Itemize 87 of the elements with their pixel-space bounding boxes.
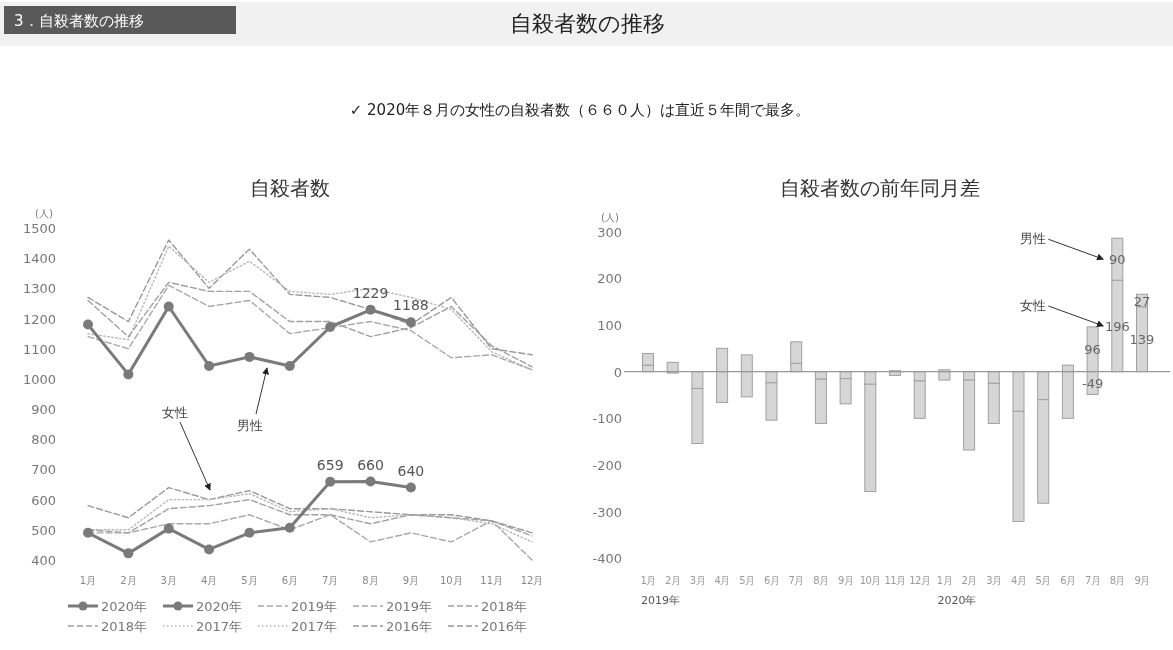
legend-label: 2018年 bbox=[101, 619, 148, 634]
data-label: 1188 bbox=[393, 297, 429, 314]
text: 男性 bbox=[1020, 231, 1047, 247]
data-label: 90 bbox=[1109, 252, 1126, 268]
x-tick-label: 11月 bbox=[884, 575, 906, 586]
y-tick-label: 500 bbox=[31, 522, 56, 538]
x-tick-label: 4月 bbox=[200, 575, 218, 586]
legend-label: 2018年 bbox=[481, 599, 528, 614]
x-tick-label: 5月 bbox=[739, 575, 755, 586]
legend-label: 2016年 bbox=[386, 619, 433, 634]
chart-title: 自殺者数の前年同月差 bbox=[780, 176, 980, 200]
data-label: 27 bbox=[1133, 293, 1151, 309]
y-tick-label: -400 bbox=[592, 551, 622, 567]
y-axis-title: (人) bbox=[601, 211, 619, 223]
legend-label: 2019年 bbox=[386, 599, 433, 614]
y-tick-label: 1300 bbox=[22, 281, 56, 297]
x-tick-label: 3月 bbox=[160, 575, 177, 586]
x-tick-label: 5月 bbox=[241, 575, 258, 586]
x-tick-label: 9月 bbox=[838, 575, 854, 586]
data-label: 96 bbox=[1084, 342, 1101, 358]
x-tick-label: 4月 bbox=[1010, 575, 1027, 586]
data-label: 196 bbox=[1104, 318, 1130, 334]
x-tick-label: 12月 bbox=[520, 575, 544, 586]
y-tick-label: 1100 bbox=[22, 341, 56, 357]
x-tick-label: 5月 bbox=[1035, 575, 1051, 586]
text: 2019年 bbox=[641, 594, 680, 607]
text: 女性 bbox=[1020, 297, 1047, 313]
y-tick-label: -300 bbox=[592, 504, 622, 520]
x-tick-label: 2月 bbox=[120, 575, 137, 586]
x-tick-label: 8月 bbox=[1109, 575, 1125, 586]
x-tick-label: 2月 bbox=[961, 575, 977, 586]
legend-label: 2020年 bbox=[101, 599, 148, 614]
y-tick-label: 900 bbox=[31, 402, 56, 418]
x-tick-label: 7月 bbox=[1085, 575, 1101, 586]
y-tick-label: 1000 bbox=[22, 371, 56, 387]
y-tick-label: 100 bbox=[597, 318, 622, 334]
legend-label: 2019年 bbox=[291, 599, 338, 614]
x-tick-label: 7月 bbox=[321, 575, 339, 586]
x-tick-label: 4月 bbox=[714, 575, 730, 586]
chart-title: 自殺者数 bbox=[250, 176, 330, 200]
y-tick-label: 800 bbox=[31, 432, 56, 448]
y-tick-label: 600 bbox=[31, 492, 56, 508]
y-tick-label: 1400 bbox=[22, 251, 56, 267]
data-label: 660 bbox=[357, 456, 384, 473]
data-label: 1229 bbox=[352, 284, 389, 301]
x-tick-label: 6月 bbox=[281, 575, 299, 586]
text: ✓ 2020年８月の女性の自殺者数（６６０人）は直近５年間で最多。 bbox=[349, 101, 811, 119]
x-tick-label: 9月 bbox=[1134, 575, 1150, 586]
data-label: 659 bbox=[316, 456, 344, 473]
legend-label: 2017年 bbox=[291, 619, 338, 634]
annotation: 男性 bbox=[237, 418, 263, 433]
x-tick-label: 1月 bbox=[936, 575, 952, 586]
x-tick-label: 1月 bbox=[79, 575, 97, 586]
text: 3．自殺者数の推移 bbox=[14, 12, 144, 30]
data-label: -49 bbox=[1081, 376, 1104, 392]
y-tick-label: 300 bbox=[597, 224, 622, 240]
y-tick-label: 400 bbox=[31, 553, 56, 568]
x-tick-label: 7月 bbox=[788, 575, 804, 586]
x-tick-label: 8月 bbox=[813, 575, 829, 586]
x-tick-label: 1月 bbox=[640, 575, 656, 586]
text: 2020年 bbox=[937, 594, 977, 607]
y-axis-title: (人) bbox=[35, 208, 53, 219]
annotation: 女性 bbox=[162, 405, 188, 420]
legend-label: 2017年 bbox=[196, 619, 243, 634]
y-tick-label: -200 bbox=[592, 457, 622, 473]
x-tick-label: 10月 bbox=[859, 575, 881, 586]
data-label: 139 bbox=[1129, 332, 1155, 348]
x-tick-label: 11月 bbox=[480, 575, 503, 586]
y-tick-label: -100 bbox=[592, 411, 622, 427]
x-tick-label: 8月 bbox=[362, 575, 379, 586]
y-tick-label: 1200 bbox=[22, 311, 56, 327]
x-tick-label: 6月 bbox=[1060, 575, 1076, 586]
x-tick-label: 3月 bbox=[986, 575, 1002, 586]
x-tick-label: 6月 bbox=[763, 575, 780, 586]
x-tick-label: 10月 bbox=[439, 575, 463, 586]
x-tick-label: 12月 bbox=[909, 575, 931, 586]
x-tick-label: 3月 bbox=[689, 575, 705, 586]
data-label: 640 bbox=[397, 462, 425, 479]
y-tick-label: 200 bbox=[597, 271, 622, 287]
y-tick-label: 0 bbox=[613, 364, 622, 380]
x-tick-label: 2月 bbox=[665, 575, 681, 586]
x-tick-label: 9月 bbox=[402, 575, 420, 586]
text: 自殺者数の推移 bbox=[509, 11, 665, 36]
legend-label: 2016年 bbox=[481, 619, 528, 634]
y-tick-label: 1500 bbox=[22, 221, 56, 236]
legend-label: 2020年 bbox=[196, 599, 243, 614]
y-tick-label: 700 bbox=[31, 462, 56, 478]
